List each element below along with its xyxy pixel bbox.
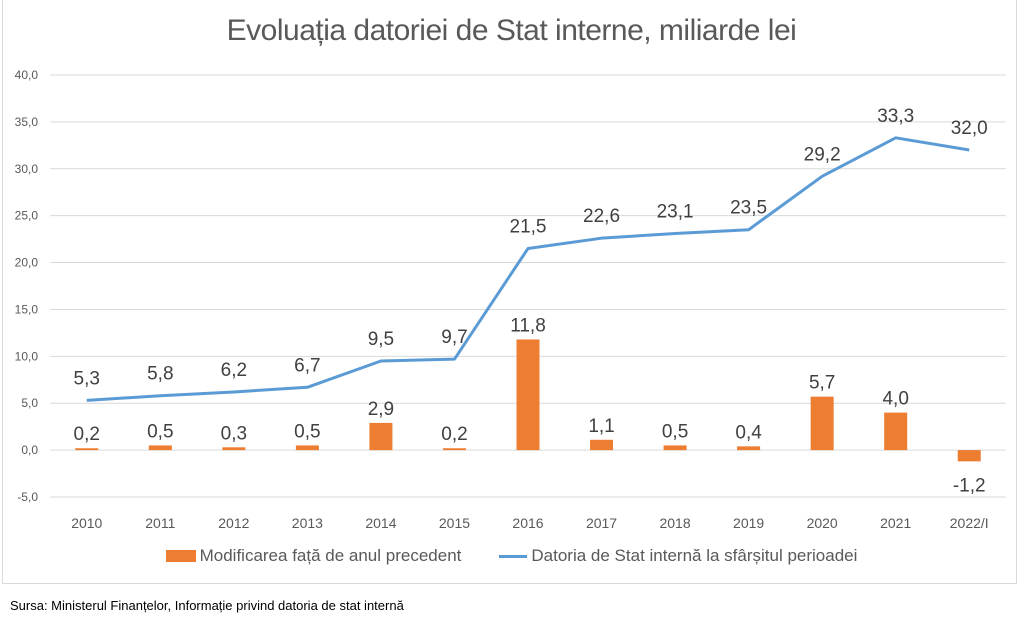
gridlines [50, 74, 1006, 498]
bar[interactable] [369, 422, 393, 451]
x-tick-label: 2013 [292, 515, 323, 531]
line-data-label: 9,7 [441, 327, 467, 348]
line-data-label: 23,1 [657, 201, 694, 222]
y-tick-label: 0,0 [21, 443, 38, 457]
line-data-label: 5,8 [147, 364, 173, 385]
x-tick-label: 2018 [659, 515, 690, 531]
x-tick-label: 2017 [586, 515, 617, 531]
chart-title: Evoluația datoriei de Stat interne, mili… [226, 14, 797, 47]
y-tick-label: -5,0 [17, 490, 38, 504]
chart-plot: -5,0 0,0 5,0 10,0 15,0 20,0 25,0 30,0 35,0 40,0 2… [15, 68, 1006, 531]
y-tick-label: 20,0 [15, 256, 39, 270]
line-data-label: 32,0 [951, 118, 988, 139]
legend-swatch-line [499, 554, 528, 558]
bar[interactable] [810, 396, 834, 451]
source-note: Sursa: Ministerul Finanțelor, Informație… [10, 598, 404, 613]
y-tick-label: 5,0 [21, 396, 38, 410]
bar[interactable] [737, 446, 761, 451]
bar[interactable] [516, 339, 540, 451]
chart-frame [2, 0, 1017, 584]
line-data-label: 6,2 [221, 360, 247, 381]
legend: Modificarea față de anul precedent Dator… [0, 546, 1023, 566]
x-tick-label: 2015 [439, 515, 470, 531]
bar[interactable] [442, 448, 466, 451]
bar-data-label: 0,5 [147, 421, 173, 442]
bar-data-label: 4,0 [882, 389, 908, 410]
line-data-label: 5,3 [74, 368, 100, 389]
x-tick-label: 2019 [733, 515, 764, 531]
bar-series [75, 339, 981, 462]
bar[interactable] [590, 439, 614, 451]
x-tick-label: 2020 [807, 515, 838, 531]
line-data-label: 9,5 [368, 329, 394, 350]
legend-swatch-bar [165, 550, 196, 562]
bar-data-label: 11,8 [510, 315, 546, 336]
bar-data-label: 0,5 [294, 421, 320, 442]
y-tick-label: 10,0 [15, 349, 39, 363]
x-tick-label: 2012 [218, 515, 249, 531]
legend-item-line[interactable]: Datoria de Stat internă la sfârșitul per… [499, 546, 857, 566]
bar[interactable] [884, 412, 908, 451]
y-tick-label: 30,0 [15, 162, 39, 176]
line-data-label: 23,5 [730, 198, 767, 219]
x-tick-label: 2010 [71, 515, 102, 531]
line-data-label: 33,3 [877, 106, 914, 127]
bar[interactable] [663, 445, 687, 451]
debt-line[interactable] [86, 136, 970, 402]
x-tick-label: 2022/I [950, 515, 989, 531]
y-tick-label: 35,0 [15, 115, 39, 129]
x-tick-label: 2021 [880, 515, 911, 531]
bar-data-label: 1,1 [588, 416, 614, 437]
bar[interactable] [75, 448, 99, 451]
y-tick-label: 40,0 [15, 68, 39, 82]
bar-data-label: -1,2 [953, 475, 986, 496]
bar-data-label: 0,2 [74, 424, 100, 445]
bar-data-label: 0,4 [735, 422, 762, 443]
bar[interactable] [222, 447, 246, 451]
line-data-label: 6,7 [294, 355, 320, 376]
bar-data-label: 0,3 [221, 423, 247, 444]
x-tick-label: 2016 [512, 515, 543, 531]
legend-item-bar[interactable]: Modificarea față de anul precedent [165, 546, 462, 566]
y-tick-label: 15,0 [15, 302, 39, 316]
bar[interactable] [148, 445, 172, 451]
bar-data-label: 0,5 [662, 421, 688, 442]
line-data-label: 22,6 [583, 206, 620, 227]
data-labels: 0,2 0,5 0,3 0,5 2,9 0,2 11,8 1,1 0,5 0,4 5,7 4,0 -1,… [74, 106, 988, 497]
legend-label-bar: Modificarea față de anul precedent [199, 546, 462, 565]
bar-data-label: 5,7 [809, 373, 835, 394]
bar-data-label: 0,2 [441, 424, 467, 445]
legend-label-line: Datoria de Stat internă la sfârșitul per… [531, 546, 858, 565]
line-data-label: 21,5 [510, 216, 547, 237]
bar-data-label: 2,9 [368, 399, 394, 420]
x-axis-ticks: 2010 2011 2012 2013 2014 2015 2016 2017 2018 2019… [71, 515, 989, 531]
line-series [86, 136, 970, 402]
x-tick-label: 2011 [145, 515, 175, 531]
x-tick-label: 2014 [365, 515, 396, 531]
bar[interactable] [957, 450, 981, 462]
line-data-label: 29,2 [804, 144, 841, 165]
bar[interactable] [295, 445, 319, 451]
y-tick-label: 25,0 [15, 209, 39, 223]
y-axis-ticks: -5,0 0,0 5,0 10,0 15,0 20,0 25,0 30,0 35,0 40,0 [15, 68, 39, 504]
